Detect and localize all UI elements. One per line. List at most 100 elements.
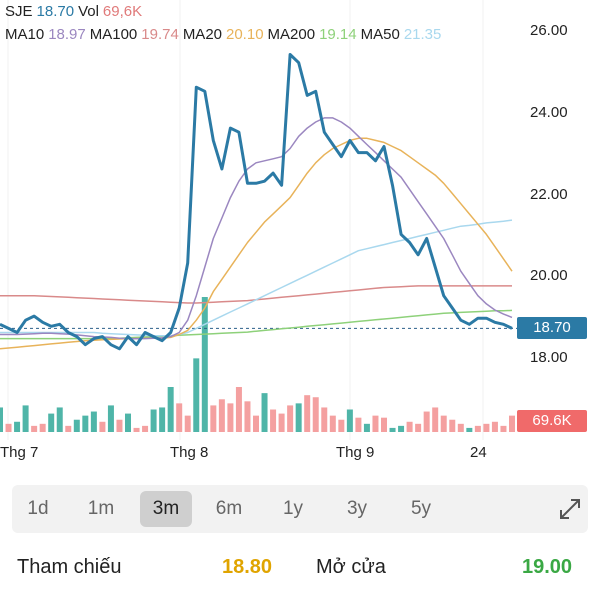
volume-bar [355, 417, 362, 432]
volume-bar [372, 415, 379, 432]
tab-1m[interactable]: 1m [87, 498, 115, 519]
ma20-value: 20.10 [226, 26, 264, 43]
volume-bar [90, 411, 97, 432]
tab-6m[interactable]: 6m [215, 498, 243, 519]
ma20-label: MA20 [182, 26, 222, 43]
ma10-label: MA10 [5, 26, 45, 43]
ma10-line [0, 117, 513, 340]
volume-bar [423, 411, 430, 432]
volume-bar [56, 407, 63, 432]
volume-bar [440, 415, 447, 432]
tab-3y[interactable]: 3y [346, 498, 368, 519]
volume-bar [65, 425, 72, 432]
volume-bar [218, 399, 225, 432]
volume-bar [99, 421, 106, 432]
volume-bar [167, 387, 174, 432]
volume-bar [150, 409, 157, 432]
volume-bar [73, 419, 80, 432]
volume-bar [22, 405, 29, 432]
ma50-value: 21.35 [403, 26, 442, 43]
volume-bar [457, 423, 464, 432]
volume-bar [125, 413, 131, 432]
volume-bar [474, 425, 481, 432]
volume-bar [235, 387, 242, 432]
volume-bar [193, 358, 200, 432]
volume-bar [287, 405, 294, 432]
volume-bar [244, 401, 251, 432]
volume-value: 69,6K [102, 3, 143, 20]
volume-bar [14, 421, 21, 432]
volume-bar [184, 415, 191, 432]
volume-bar [304, 395, 311, 432]
volume-bar [432, 407, 439, 432]
ma100-value: 19.74 [141, 26, 179, 43]
tab-3m[interactable]: 3m [140, 491, 192, 527]
volume-bar [500, 425, 507, 432]
volume-bar [406, 421, 413, 432]
volume-bar [415, 423, 422, 432]
volume-bar [389, 427, 396, 432]
y-tick-label: 22.00 [530, 186, 568, 203]
volume-bar [346, 409, 353, 432]
volume-bar [227, 403, 234, 432]
volume-bar [201, 297, 208, 432]
volume-bar [483, 423, 490, 432]
y-tick-label: 20.00 [530, 267, 568, 284]
volume-bar [107, 405, 114, 432]
open-label: Mở cửa [316, 556, 386, 578]
reference-label: Tham chiếu [17, 556, 122, 578]
ma50-line [0, 219, 513, 337]
volume-bar [321, 407, 328, 432]
price-value: 18.70 [36, 3, 75, 20]
last-volume-badge: 69.6K [517, 410, 587, 432]
volume-bar [48, 413, 55, 432]
y-tick-label: 26.00 [530, 22, 568, 39]
tab-5y[interactable]: 5y [410, 498, 432, 519]
volume-bar [142, 425, 149, 432]
x-tick-label: Thg 9 [336, 444, 375, 461]
open-value: 19.00 [522, 556, 573, 578]
volume-bar [82, 415, 89, 432]
legend-row-ma: MA10 18.97 MA100 19.74 MA20 20.10 MA200 19.14 MA… [5, 26, 445, 44]
last-price-badge: 18.70 [517, 317, 587, 339]
expand-icon[interactable] [558, 497, 582, 521]
volume-bar [363, 423, 370, 432]
timeframe-selector: 1d 1m 3m 6m 1y 3y 5y [12, 485, 588, 533]
ma200-line [0, 309, 513, 340]
y-tick-label: 24.00 [530, 104, 568, 121]
volume-bar [312, 397, 319, 432]
volume-bar [210, 405, 217, 432]
volume-bar [466, 427, 473, 432]
ma20-line [0, 137, 513, 350]
ma100-label: MA100 [89, 26, 138, 43]
volume-bar [39, 423, 46, 432]
volume-bar [295, 403, 302, 432]
volume-bar [159, 407, 166, 432]
volume-bar [449, 419, 456, 432]
volume-bar [5, 423, 12, 432]
tab-1y[interactable]: 1y [282, 498, 304, 519]
volume-bar [176, 403, 183, 432]
volume-bar [398, 425, 405, 432]
volume-bar [509, 415, 515, 432]
ma50-label: MA50 [360, 26, 400, 43]
y-tick-label: 18.00 [530, 349, 568, 366]
volume-bar [133, 427, 140, 432]
volume-bar [261, 393, 268, 432]
volume-bar [253, 415, 259, 432]
volume-label: Vol [78, 3, 99, 20]
legend-row-price: SJE 18.70 Vol 69,6K [5, 3, 146, 21]
ticker-label: SJE [5, 3, 33, 20]
reference-value: 18.80 [222, 556, 273, 578]
volume-bar [278, 413, 285, 432]
ma200-value: 19.14 [319, 26, 357, 43]
price-chart[interactable] [0, 0, 600, 470]
volume-bar [381, 417, 387, 432]
x-tick-label: 24 [470, 444, 487, 461]
x-tick-label: Thg 7 [0, 444, 39, 461]
volume-bar [329, 415, 336, 432]
volume-bar [116, 419, 123, 432]
volume-bar [0, 407, 3, 432]
volume-bar [491, 421, 498, 432]
tab-1d[interactable]: 1d [27, 498, 49, 519]
